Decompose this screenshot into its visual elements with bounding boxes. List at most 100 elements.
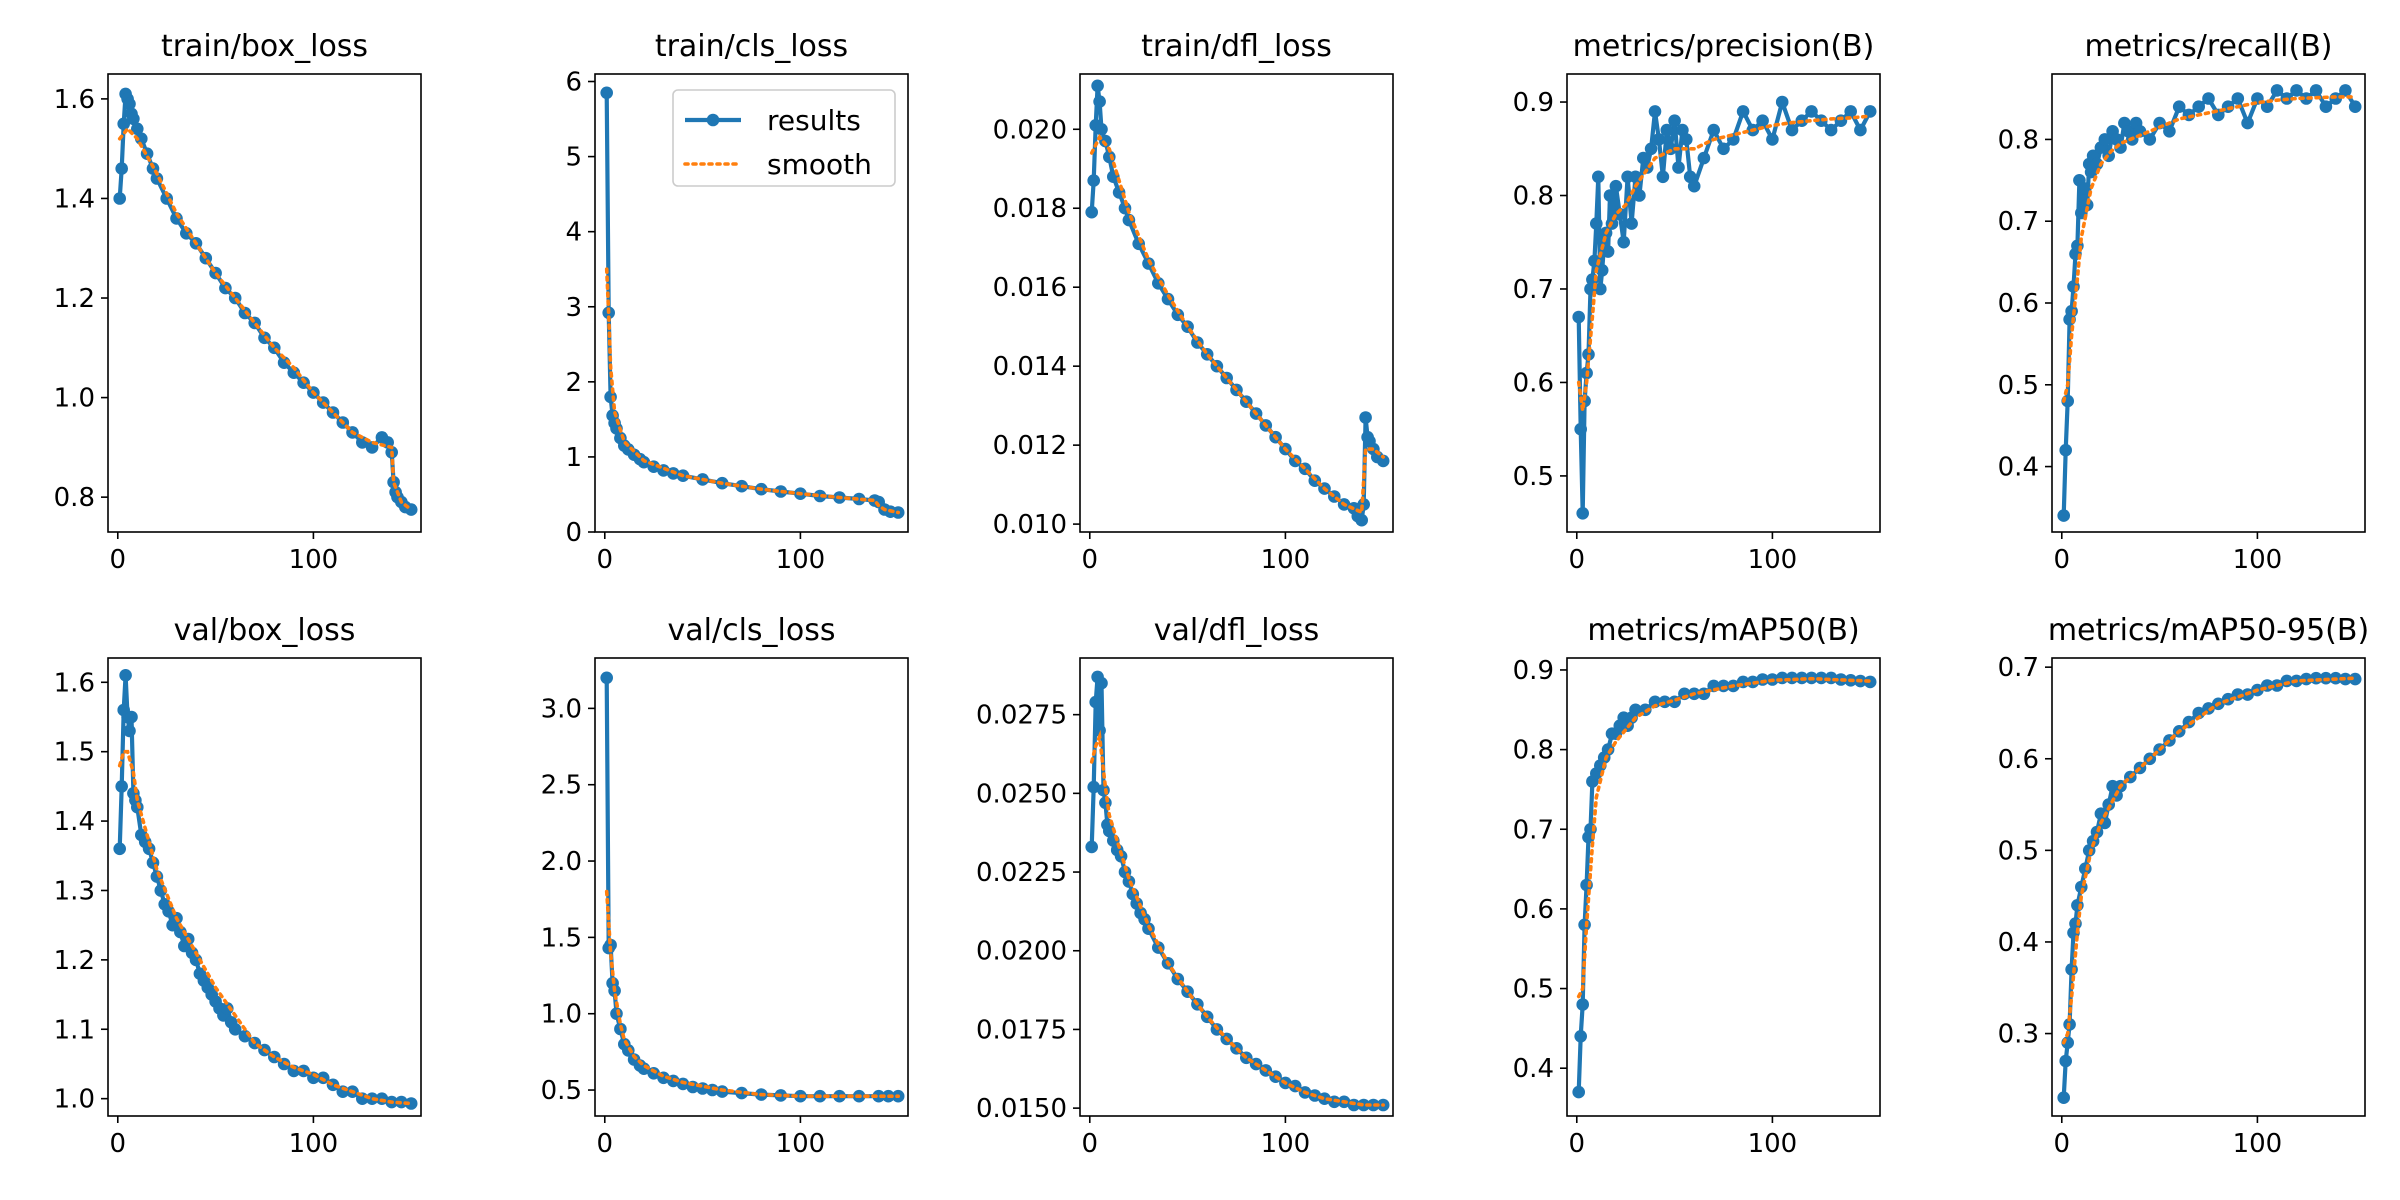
subplot-train-cls-loss: train/cls_loss 0 100 0 1 2 3 4 5 6 results smooth: [565, 29, 909, 575]
y-tick-label: 0.5: [1513, 975, 1554, 1005]
results-point: [2280, 674, 2294, 688]
results-point: [1093, 95, 1106, 108]
results-point: [1318, 1092, 1331, 1105]
smooth-line: [117, 126, 414, 512]
results-point: [1687, 179, 1701, 193]
legend-box: [672, 89, 896, 187]
results-point: [1815, 114, 1828, 127]
y-tick-label: 0.6: [1513, 368, 1554, 398]
chart-title: val/dfl_loss: [1154, 613, 1319, 648]
results-point: [1672, 161, 1685, 174]
results-point: [1844, 105, 1857, 118]
results-point: [1601, 743, 1615, 756]
y-tick-label: 0.6: [1998, 289, 2039, 319]
y-tick-label: 0.6: [1998, 745, 2039, 775]
y-tick-label: 0.0275: [976, 701, 1067, 731]
smooth-line: [117, 749, 414, 1106]
smooth-line: [604, 267, 901, 515]
results-point: [1607, 198, 1621, 212]
y-tick-label: 0.9: [1513, 656, 1554, 686]
y-tick-label: 0.018: [993, 194, 1067, 224]
axes-frame: [594, 657, 909, 1117]
y-tick-label: 1.0: [54, 384, 95, 414]
legend-results-label: results: [767, 104, 861, 137]
results-point: [1087, 780, 1100, 794]
y-tick-label: 3.0: [541, 694, 582, 724]
chart-title: metrics/mAP50-95(B): [2048, 613, 2369, 648]
x-tick-label: 100: [2233, 1129, 2283, 1159]
results-point: [735, 1086, 748, 1100]
results-point: [2192, 100, 2205, 113]
y-tick-label: 0.7: [1513, 815, 1554, 845]
y-tick-label: 0: [565, 518, 582, 548]
results-point: [404, 1097, 418, 1110]
y-tick-label: 0.014: [993, 352, 1067, 382]
y-tick-label: 0.3: [1998, 1020, 2039, 1050]
results-point: [2300, 92, 2313, 105]
smooth-line: [1089, 729, 1385, 1107]
results-point: [125, 710, 138, 724]
y-tick-label: 1.0: [54, 1085, 95, 1115]
results-point: [852, 492, 866, 506]
results-point: [1683, 170, 1697, 184]
results-point: [604, 938, 617, 952]
results-point: [123, 724, 136, 738]
y-tick-label: 2: [565, 368, 582, 398]
y-tick-label: 2.0: [541, 847, 582, 877]
axes-frame: [1566, 657, 1881, 1117]
chart-title: metrics/precision(B): [1573, 29, 1875, 64]
results-point: [1085, 205, 1098, 219]
results-point: [2090, 157, 2104, 171]
y-tick-label: 1: [565, 443, 582, 473]
results-point: [1095, 676, 1108, 690]
results-point: [2079, 182, 2092, 195]
axes-frame: [2051, 657, 2366, 1117]
results-point: [1601, 245, 1615, 258]
results-point: [115, 162, 128, 175]
results-point: [1717, 679, 1730, 693]
y-tick-label: 1.6: [54, 668, 95, 698]
results-point: [1595, 264, 1609, 277]
x-tick-label: 100: [289, 1129, 339, 1159]
results-point: [228, 1023, 242, 1036]
results-point: [1576, 507, 1589, 520]
x-tick-label: 100: [2233, 545, 2283, 575]
results-point: [2059, 1054, 2072, 1068]
results-point: [1572, 310, 1585, 324]
results-point: [647, 1067, 660, 1080]
axes-frame: [594, 73, 909, 533]
y-tick-label: 0.4: [1513, 1054, 1554, 1084]
subplot-val-cls-loss: val/cls_loss 0 100 0.5 1.0 1.5 2.0 2.5 3.0: [541, 613, 909, 1159]
axes-frame: [1566, 73, 1881, 533]
results-point: [1087, 174, 1100, 187]
smooth-line: [1576, 114, 1872, 411]
results-point: [1775, 95, 1789, 109]
subplot-metrics-map50-95: metrics/mAP50-95(B) 0 100 0.3 0.4 0.5 0.6 0.7: [1998, 613, 2370, 1159]
y-tick-label: 1.0: [541, 1000, 582, 1030]
x-tick-label: 100: [289, 545, 339, 575]
results-point: [1652, 133, 1666, 146]
results-point: [1095, 123, 1108, 136]
y-tick-label: 0.4: [1998, 453, 2039, 483]
x-tick-label: 0: [1082, 1129, 1099, 1159]
results-point: [1594, 282, 1607, 296]
y-tick-label: 0.010: [993, 510, 1067, 540]
results-point: [1576, 998, 1589, 1011]
results-point: [872, 1089, 885, 1103]
results-point: [2059, 443, 2072, 457]
results-point: [2348, 672, 2362, 686]
results-point: [1603, 189, 1617, 202]
x-tick-label: 0: [2054, 1129, 2071, 1159]
results-point: [1834, 114, 1848, 127]
results-point: [1097, 783, 1110, 797]
y-tick-label: 0.012: [993, 431, 1067, 461]
results-point: [117, 117, 130, 131]
results-point: [2348, 100, 2362, 113]
results-point: [1355, 513, 1368, 527]
results-point: [1359, 411, 1372, 424]
y-tick-label: 0.5: [1998, 836, 2039, 866]
subplot-val-box-loss: val/box_loss 0 100 1.0 1.1 1.2 1.3 1.4 1.5 1.6: [54, 613, 422, 1159]
results-point: [221, 1002, 234, 1015]
smooth-line: [1576, 676, 1872, 999]
